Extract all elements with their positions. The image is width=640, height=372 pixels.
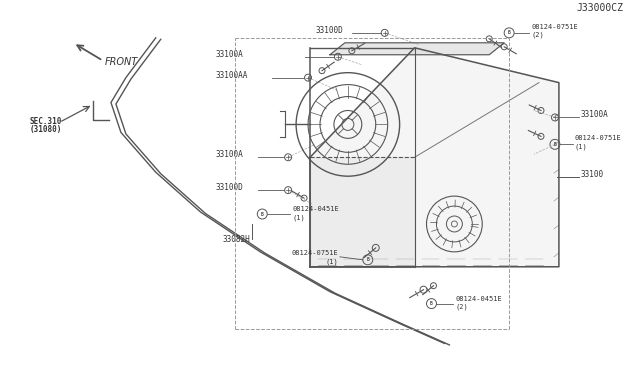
Text: 33100A: 33100A (216, 150, 243, 159)
Text: B: B (261, 212, 264, 217)
Text: (2): (2) (456, 304, 468, 310)
Polygon shape (310, 48, 559, 267)
Text: B: B (508, 31, 511, 35)
Text: (31080): (31080) (29, 125, 61, 134)
Text: 08124-0751E: 08124-0751E (575, 135, 621, 141)
Text: (1): (1) (575, 143, 588, 150)
Text: B: B (554, 142, 556, 147)
Text: 33100AA: 33100AA (216, 71, 248, 80)
Text: 33100D: 33100D (216, 183, 243, 192)
Text: SEC.310: SEC.310 (29, 118, 61, 126)
Text: (2): (2) (531, 32, 544, 38)
Text: 33100A: 33100A (216, 50, 243, 59)
Text: (1): (1) (292, 214, 305, 221)
Text: 33100A: 33100A (581, 110, 609, 119)
Text: 08124-0751E: 08124-0751E (531, 24, 578, 30)
Polygon shape (330, 43, 504, 55)
Polygon shape (310, 157, 415, 267)
Text: FRONT: FRONT (105, 57, 138, 67)
Text: 08124-0751E: 08124-0751E (291, 250, 338, 256)
Text: J33000CZ: J33000CZ (577, 3, 623, 13)
Text: B: B (366, 257, 369, 262)
Text: 33100D: 33100D (315, 26, 343, 35)
Text: (1): (1) (325, 259, 338, 265)
Text: 08124-0451E: 08124-0451E (456, 296, 502, 302)
Text: 33100: 33100 (581, 170, 604, 179)
Text: 33082H: 33082H (223, 235, 250, 244)
Text: B: B (430, 301, 433, 306)
Text: 08124-0451E: 08124-0451E (292, 206, 339, 212)
